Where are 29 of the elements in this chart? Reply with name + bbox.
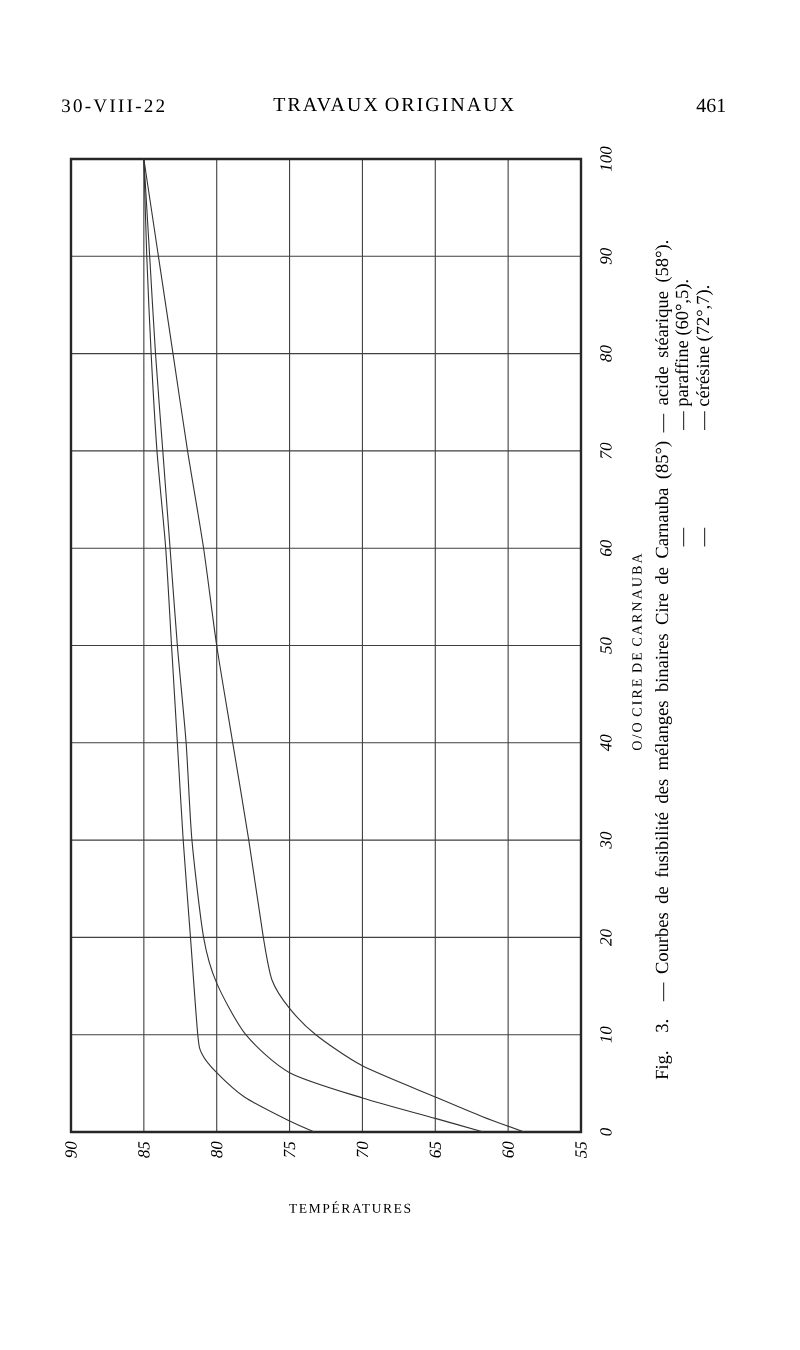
y-tick-label: 0 bbox=[600, 1127, 612, 1136]
text: 30-VIII-22 bbox=[62, 99, 165, 113]
x-axis-title: TEMPÉRATURES bbox=[289, 1201, 411, 1213]
y-tick-label: 40 bbox=[600, 734, 612, 752]
text: Fig. 3. — Courbes de fusibilité des mélanges binaires Cire de Carnauba (85°) — acide stéarique (58°). bbox=[654, 240, 673, 1080]
x-tick-label: 85 bbox=[138, 1141, 150, 1158]
text: — bbox=[704, 527, 706, 547]
text: — paraffine (60°,5). bbox=[674, 280, 692, 430]
text: 461 bbox=[696, 98, 725, 113]
x-tick-label: 65 bbox=[429, 1141, 441, 1158]
y-tick-label: 80 bbox=[600, 345, 612, 362]
text: TRAVAUX ORIGINAUX bbox=[273, 97, 514, 112]
y-tick-label: 50 bbox=[600, 637, 612, 654]
y-tick-label: 100 bbox=[600, 146, 612, 172]
y-tick-label: 90 bbox=[600, 248, 612, 265]
y-tick-label: 20 bbox=[600, 929, 612, 946]
x-tick-label: 55 bbox=[575, 1141, 587, 1158]
y-tick-label: 10 bbox=[600, 1026, 612, 1043]
x-tick-label: 70 bbox=[356, 1141, 369, 1158]
text: — bbox=[683, 527, 685, 547]
y-tick-label: 60 bbox=[600, 539, 612, 557]
y-tick-label: 30 bbox=[600, 831, 612, 849]
x-tick-label: 90 bbox=[65, 1141, 77, 1158]
y-axis-title: O/O CIRE DE CARNAUBA bbox=[632, 553, 642, 751]
text: — cérésine (72°,7). bbox=[696, 285, 713, 430]
y-tick-label: 70 bbox=[600, 442, 612, 459]
x-tick-label: 75 bbox=[283, 1141, 296, 1158]
x-tick-label: 60 bbox=[502, 1141, 514, 1158]
x-tick-label: 80 bbox=[210, 1141, 223, 1158]
